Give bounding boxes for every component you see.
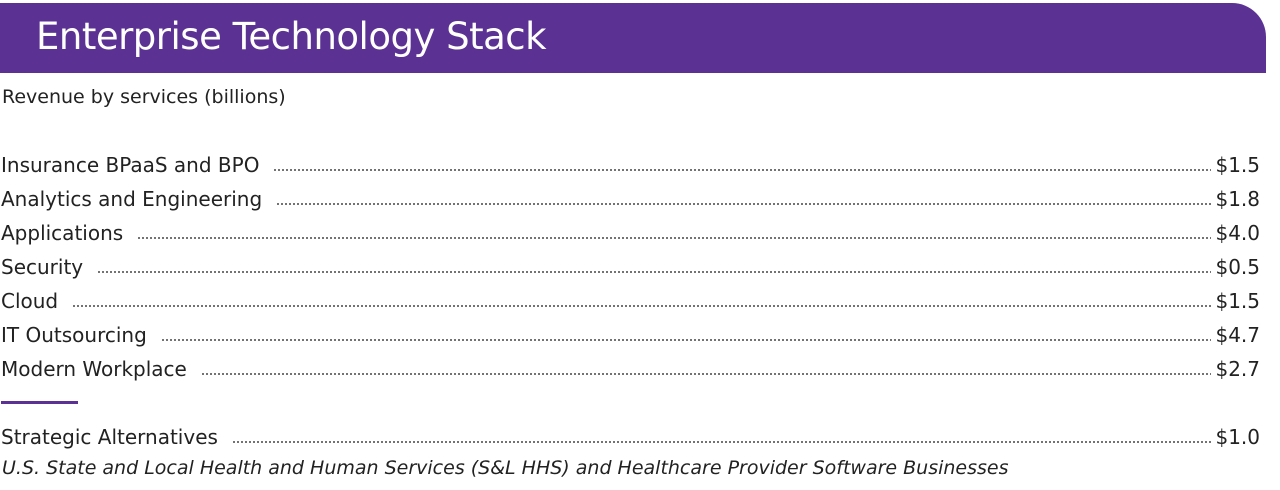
service-row: Insurance BPaaS and BPO $1.5 — [1, 151, 1260, 177]
service-row: Analytics and Engineering $1.8 — [1, 185, 1260, 211]
header-banner: Enterprise Technology Stack — [0, 3, 1266, 73]
service-row: Security $0.5 — [1, 253, 1260, 279]
dot-leader — [97, 271, 1212, 273]
service-label: Insurance BPaaS and BPO — [1, 153, 260, 177]
strategic-label: Strategic Alternatives — [1, 425, 218, 449]
strategic-value: $1.0 — [1215, 425, 1260, 449]
dot-leader — [200, 373, 1212, 375]
service-value: $2.7 — [1215, 357, 1260, 381]
dot-leader — [276, 203, 1212, 205]
service-label: Security — [1, 255, 84, 279]
service-row: Modern Workplace $2.7 — [1, 355, 1260, 381]
service-row: Cloud $1.5 — [1, 287, 1260, 313]
dot-leader — [231, 441, 1212, 443]
chart-subtitle: Revenue by services (billions) — [2, 86, 286, 108]
dot-leader — [72, 305, 1212, 307]
service-value: $1.5 — [1215, 289, 1260, 313]
service-label: IT Outsourcing — [1, 323, 147, 347]
dot-leader — [273, 169, 1212, 171]
service-value: $1.8 — [1215, 187, 1260, 211]
page-title: Enterprise Technology Stack — [36, 15, 547, 58]
service-label: Analytics and Engineering — [1, 187, 263, 211]
strategic-note: U.S. State and Local Health and Human Se… — [2, 457, 1009, 479]
service-row: Applications $4.0 — [1, 219, 1260, 245]
service-row: IT Outsourcing $4.7 — [1, 321, 1260, 347]
dot-leader — [137, 237, 1212, 239]
service-label: Modern Workplace — [1, 357, 187, 381]
service-value: $4.7 — [1215, 323, 1260, 347]
dot-leader — [160, 339, 1212, 341]
service-label: Cloud — [1, 289, 59, 313]
service-label: Applications — [1, 221, 124, 245]
service-value: $0.5 — [1215, 255, 1260, 279]
service-value: $4.0 — [1215, 221, 1260, 245]
strategic-row: Strategic Alternatives $1.0 — [1, 423, 1260, 449]
section-divider — [1, 401, 78, 404]
service-value: $1.5 — [1215, 153, 1260, 177]
